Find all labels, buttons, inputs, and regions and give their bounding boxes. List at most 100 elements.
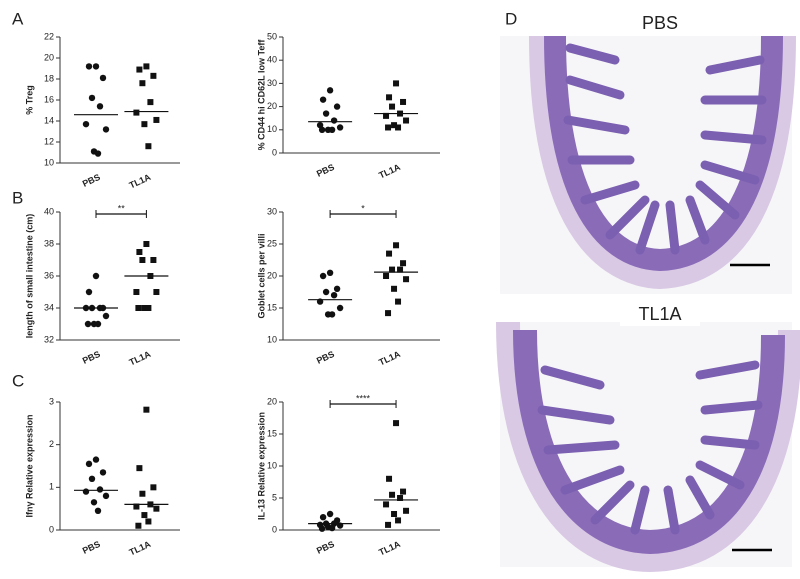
y-tick-label: 30	[267, 206, 277, 216]
data-point	[336, 304, 344, 312]
panel-label: C	[12, 371, 24, 390]
y-tick-label: 5	[272, 492, 277, 502]
y-tick-label: 0	[49, 524, 54, 534]
data-point	[102, 492, 110, 500]
data-point	[322, 110, 330, 117]
data-point	[153, 289, 160, 295]
data-point	[141, 121, 148, 128]
data-point	[85, 63, 93, 70]
x-tick-label: PBS	[81, 539, 102, 556]
data-point	[150, 484, 157, 491]
y-axis-label: Goblet cells per villi	[256, 233, 266, 318]
data-point	[395, 517, 402, 524]
data-point	[393, 80, 400, 87]
data-point	[383, 112, 390, 119]
y-tick-label: 34	[44, 302, 54, 312]
y-tick-label: 20	[44, 52, 54, 62]
y-tick-label: 22	[44, 31, 54, 41]
data-point	[143, 241, 150, 247]
x-tick-label: TL1A	[128, 172, 153, 191]
data-point	[88, 94, 96, 102]
data-point	[389, 103, 396, 110]
data-point	[333, 103, 341, 110]
y-tick-label: 16	[44, 94, 54, 104]
y-tick-label: 14	[44, 115, 54, 125]
y-axis-label: IL-13 Relative expression	[256, 412, 266, 520]
x-tick-label: PBS	[81, 349, 102, 366]
data-point	[385, 521, 392, 528]
data-point	[389, 491, 396, 498]
y-tick-label: 25	[267, 238, 277, 248]
histology-tl1a: TL1A	[496, 302, 800, 573]
data-point	[336, 124, 344, 131]
data-point	[143, 63, 150, 70]
data-point	[395, 124, 402, 131]
y-tick-label: 32	[44, 334, 54, 344]
data-point	[133, 109, 140, 116]
data-point	[403, 117, 410, 124]
data-point	[145, 143, 152, 150]
data-point	[383, 501, 390, 508]
data-point	[94, 507, 102, 514]
y-tick-label: 1	[49, 482, 54, 492]
y-tick-label: 30	[267, 78, 277, 88]
y-tick-label: 10	[44, 157, 54, 167]
y-tick-label: 15	[267, 302, 277, 312]
data-point	[395, 298, 402, 305]
data-point	[400, 98, 407, 105]
data-point	[386, 250, 393, 257]
x-tick-label: TL1A	[128, 539, 153, 558]
data-point	[150, 257, 157, 263]
data-point	[135, 305, 142, 311]
data-point	[141, 512, 148, 519]
significance-label: **	[118, 203, 126, 213]
y-tick-label: 38	[44, 238, 54, 248]
data-point	[319, 272, 327, 280]
data-point	[393, 420, 400, 427]
data-point	[135, 522, 142, 529]
y-tick-label: 10	[267, 124, 277, 134]
data-point	[328, 524, 336, 532]
data-point	[96, 486, 104, 493]
data-point	[333, 285, 341, 292]
y-axis-label: % CD44 hi CD62L low Teff	[256, 39, 266, 151]
panel-label: B	[12, 188, 23, 207]
panel-label: A	[12, 9, 24, 28]
data-point	[84, 320, 92, 328]
histology-pbs: PBS	[500, 12, 796, 294]
data-point	[397, 495, 404, 501]
data-point	[391, 122, 398, 129]
data-point	[400, 488, 407, 495]
data-point	[397, 266, 404, 273]
x-tick-label: TL1A	[377, 162, 402, 181]
data-point	[85, 288, 93, 296]
data-point	[102, 312, 110, 320]
data-point	[391, 285, 398, 292]
data-point	[136, 249, 143, 255]
data-point	[386, 475, 393, 482]
y-tick-label: 0	[272, 524, 277, 534]
y-tick-label: 20	[267, 396, 277, 406]
image-label: PBS	[642, 13, 678, 33]
data-point	[318, 126, 326, 133]
data-point	[92, 456, 100, 463]
data-point	[141, 305, 148, 311]
data-point	[145, 305, 152, 311]
data-point	[391, 511, 398, 517]
x-tick-label: PBS	[315, 349, 336, 366]
y-axis-label: Ifnγ Relative expression	[24, 414, 34, 517]
data-point	[153, 116, 160, 123]
data-point	[94, 150, 102, 157]
data-point	[153, 505, 160, 512]
data-point	[326, 269, 334, 276]
significance-label: ****	[356, 393, 371, 403]
data-point	[400, 260, 407, 267]
y-tick-label: 36	[44, 270, 54, 280]
x-tick-label: PBS	[81, 172, 102, 189]
y-tick-label: 15	[267, 428, 277, 438]
data-point	[145, 518, 152, 525]
y-tick-label: 2	[49, 439, 54, 449]
y-tick-label: 3	[49, 396, 54, 406]
data-point	[92, 272, 100, 280]
data-point	[102, 126, 110, 133]
